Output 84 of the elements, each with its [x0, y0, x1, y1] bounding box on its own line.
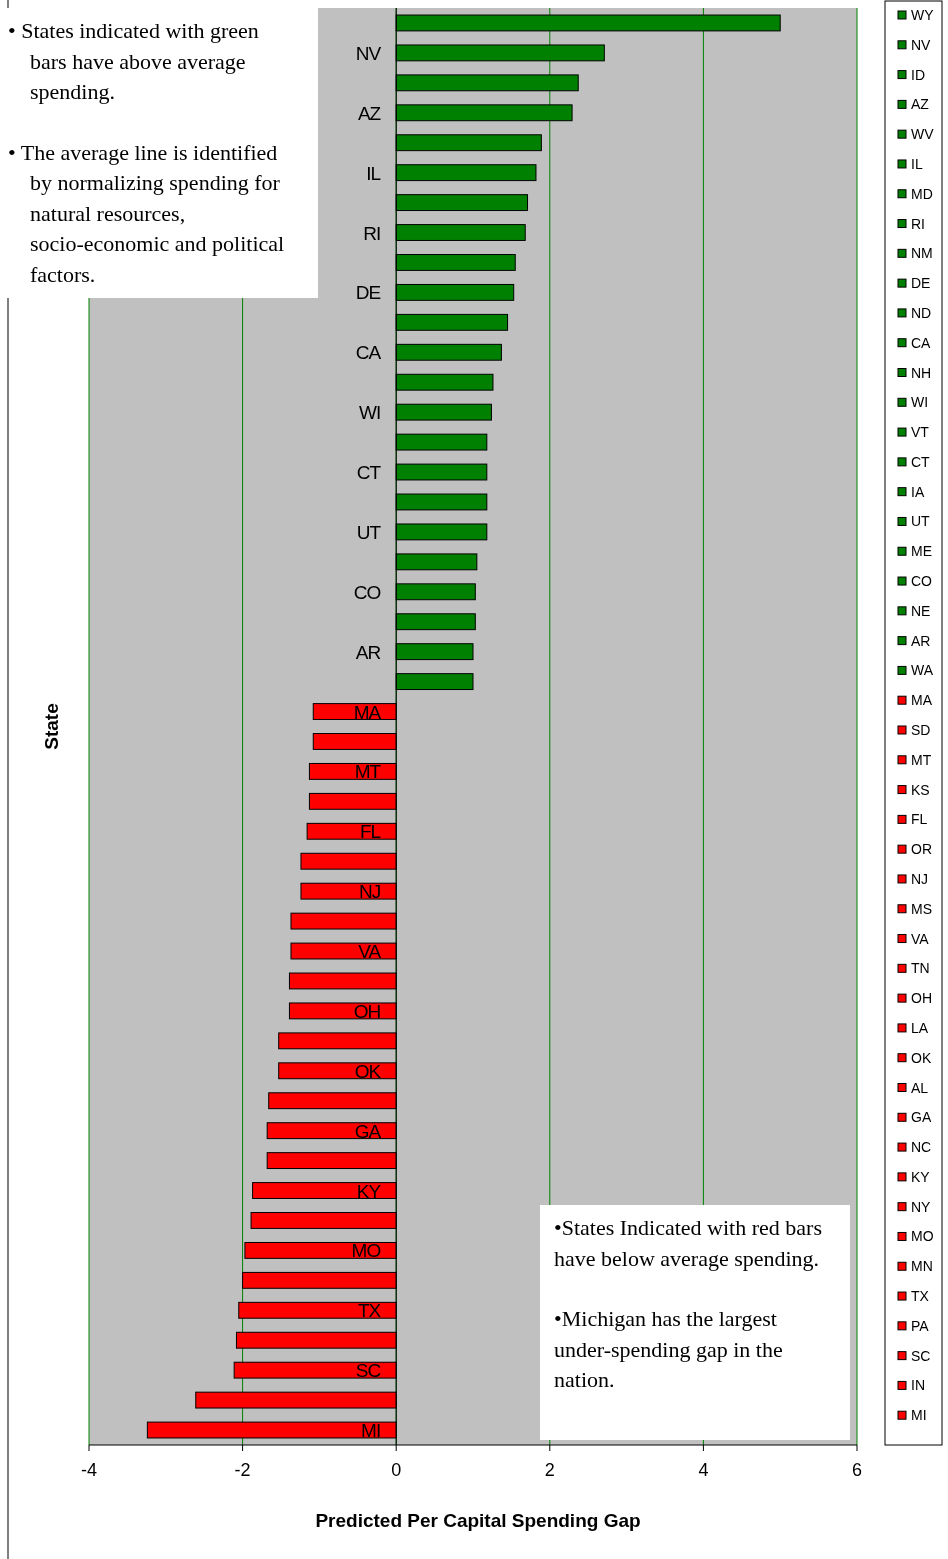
y-tick-label: GA — [911, 1109, 932, 1126]
y-tick-label: OH — [911, 990, 932, 1007]
y-tick-label: DE — [911, 275, 931, 292]
legend-label: ME — [911, 543, 932, 560]
legend-label: AL — [911, 1079, 929, 1096]
legend-label: NH — [911, 364, 932, 381]
series-label: SC — [355, 1360, 381, 1382]
y-tick-label: MT — [911, 751, 932, 768]
y-tick-label: CA — [911, 334, 932, 351]
series-label: OK — [354, 1060, 382, 1082]
series-label: VA — [358, 941, 382, 963]
y-tick-label: OK — [911, 1049, 932, 1066]
legend-label: KS — [911, 781, 930, 798]
legend-label: SD — [911, 722, 931, 738]
y-tick-label: MO — [911, 1228, 934, 1245]
legend-label: PA — [911, 1317, 930, 1334]
y-tick-label: UT — [911, 513, 931, 530]
x-tick-label: 6 — [851, 1460, 863, 1480]
series-label: NV — [355, 42, 382, 64]
y-tick-label: RI — [911, 215, 925, 232]
series-label: MO — [351, 1240, 381, 1262]
y-tick-label: IL — [911, 155, 923, 172]
legend-label: OR — [911, 841, 932, 858]
series-label: AR — [355, 641, 381, 663]
legend-label: MN — [911, 1258, 933, 1275]
series-label: MI — [361, 1420, 381, 1442]
annotation: •States Indicated with red bars have below average spending. — [554, 1215, 822, 1271]
y-tick-label: FL — [911, 811, 928, 828]
series-label: WI — [358, 402, 381, 424]
legend-label: VT — [911, 424, 930, 441]
series-label: TX — [357, 1300, 382, 1322]
series-label: GA — [354, 1120, 382, 1142]
series-label: CT — [356, 462, 382, 484]
x-tick-label: 0 — [391, 1460, 402, 1480]
series-label: IL — [366, 162, 381, 184]
legend-label: ND — [911, 304, 932, 321]
x-tick-label: -4 — [80, 1460, 98, 1480]
series-label: DE — [355, 282, 381, 304]
annotation: •Michigan has the largest under-spending gap in the nation. — [554, 1306, 783, 1392]
legend-label: NC — [911, 1139, 932, 1156]
annotation: • The average line is identified by normalizing spending for natural resources, socio-economic and political factors. — [8, 139, 285, 287]
series-label: CO — [353, 581, 381, 603]
y-tick-label: NV — [911, 36, 932, 53]
y-tick-label: SC — [911, 1347, 931, 1364]
legend-label: NE — [911, 602, 931, 619]
legend-label: LA — [911, 1019, 929, 1036]
y-tick-label: VA — [911, 930, 930, 947]
x-axis-title: Predicted Per Capital Spending Gap — [315, 1510, 641, 1531]
legend-label: WY — [911, 7, 935, 23]
legend-label: NM — [911, 245, 933, 262]
y-tick-label: CO — [911, 573, 933, 590]
annotation: • States indicated with green bars have above average spending. — [8, 18, 259, 104]
series-label: UT — [356, 521, 382, 543]
legend-label: NY — [911, 1198, 932, 1215]
series-label: KY — [356, 1180, 382, 1202]
y-axis-title: State — [41, 703, 62, 750]
legend-label: IA — [911, 483, 925, 500]
legend-label: WA — [911, 662, 934, 679]
series-label: MA — [353, 701, 382, 723]
x-tick-label: 4 — [698, 1460, 709, 1480]
series-label: AZ — [357, 102, 382, 124]
legend-label: TN — [911, 960, 930, 977]
y-tick-label: KY — [911, 1168, 931, 1185]
legend-label: MS — [911, 900, 932, 917]
y-tick-label: TX — [911, 1288, 930, 1305]
y-tick-label: NJ — [911, 870, 929, 887]
y-tick-label: WI — [911, 394, 929, 411]
y-tick-label: AR — [911, 632, 931, 649]
x-tick-label: 2 — [544, 1460, 555, 1480]
series-label: CA — [355, 342, 382, 364]
series-label: FL — [360, 821, 381, 843]
y-tick-label: MA — [911, 692, 933, 709]
legend-label: ID — [911, 66, 925, 83]
y-tick-label: CT — [911, 453, 931, 470]
series-label: NJ — [358, 881, 381, 903]
series-label: RI — [363, 222, 381, 244]
x-tick-label: -2 — [234, 1460, 251, 1480]
series-label: OH — [353, 1000, 381, 1022]
y-tick-label: AZ — [911, 96, 930, 113]
legend-label: MD — [911, 185, 933, 202]
legend-label: IN — [911, 1377, 925, 1394]
series-label: MT — [354, 761, 382, 783]
y-tick-label: MI — [911, 1407, 927, 1424]
legend-label: WV — [911, 126, 935, 143]
